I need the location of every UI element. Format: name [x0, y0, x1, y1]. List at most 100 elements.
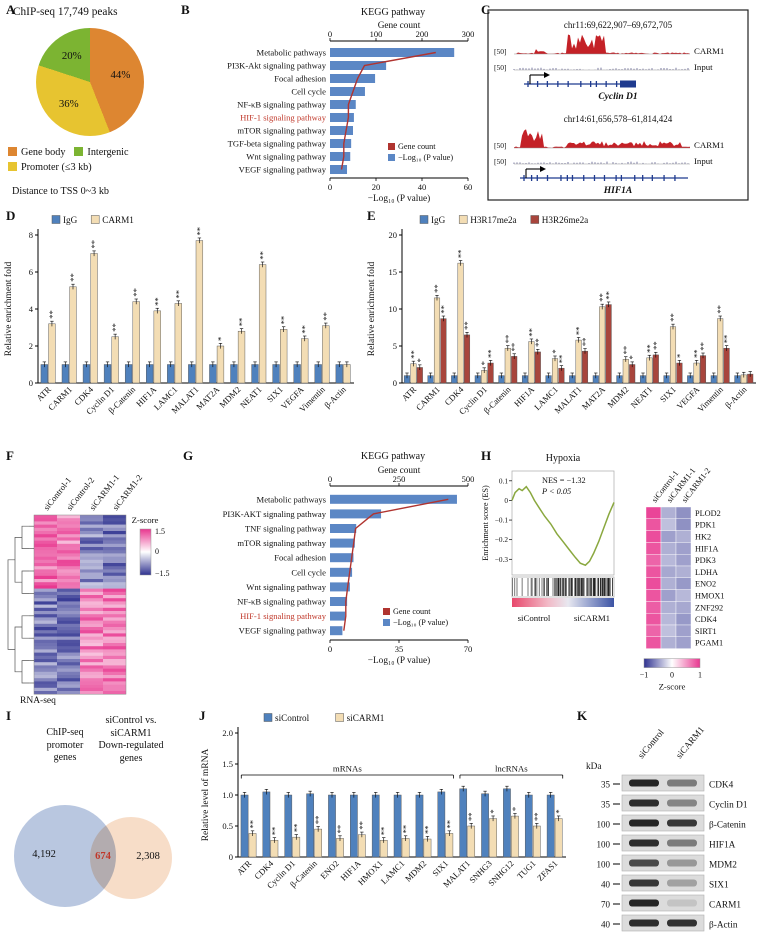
svg-text:Cell cycle: Cell cycle	[291, 87, 326, 97]
svg-text:siCARM1: siCARM1	[574, 613, 610, 623]
svg-text:KEGG pathway: KEGG pathway	[361, 451, 425, 462]
venn-overlap-count: 674	[95, 851, 111, 862]
svg-text:−Log₁₀ (P value): −Log₁₀ (P value)	[393, 618, 448, 627]
svg-text:ENO2: ENO2	[318, 858, 341, 881]
svg-text:1.0: 1.0	[222, 790, 233, 800]
venn-right-circle	[90, 817, 172, 899]
svg-text:PGAM1: PGAM1	[695, 639, 723, 648]
svg-text:CARM1: CARM1	[694, 46, 724, 56]
legend-swatch	[8, 147, 17, 156]
tss-distance-note: Distance to TSS 0~3 kb	[12, 186, 110, 197]
svg-text:Wnt signaling pathway: Wnt signaling pathway	[246, 152, 326, 162]
svg-text:*: *	[674, 354, 684, 358]
svg-text:**: **	[408, 350, 418, 359]
svg-text:6: 6	[29, 267, 33, 277]
svg-text:VEGF signaling pathway: VEGF signaling pathway	[239, 626, 327, 636]
svg-text:**: **	[698, 342, 708, 351]
svg-text:HK2: HK2	[695, 533, 711, 542]
svg-text:IgG: IgG	[431, 215, 446, 225]
svg-text:[50]: [50]	[494, 63, 507, 72]
svg-text:*: *	[627, 355, 637, 359]
svg-text:Wnt signaling pathway: Wnt signaling pathway	[246, 582, 326, 592]
panel-g-kegg-bar-chart: KEGG pathway Gene count 0 250 500 Metabolic p…	[223, 451, 475, 666]
svg-text:**: **	[604, 291, 614, 300]
svg-text:ATR: ATR	[400, 384, 419, 403]
svg-text:**: **	[68, 273, 78, 282]
svg-text:HMOX1: HMOX1	[695, 592, 725, 601]
svg-text:NF-κB signaling pathway: NF-κB signaling pathway	[237, 597, 327, 607]
svg-text:0: 0	[155, 547, 159, 556]
svg-text:*: *	[415, 358, 425, 362]
svg-text:4: 4	[29, 304, 34, 314]
svg-text:35: 35	[601, 780, 611, 790]
svg-text:**: **	[503, 335, 513, 344]
svg-text:LDHA: LDHA	[695, 568, 718, 577]
svg-text:Hypoxia: Hypoxia	[546, 453, 581, 464]
svg-text:SIRT1: SIRT1	[695, 627, 717, 636]
svg-text:**: **	[335, 825, 345, 834]
pie-legend-item: Intergenic	[74, 147, 129, 158]
pie-slice-label: 20%	[61, 49, 82, 62]
svg-text:LAMC1: LAMC1	[379, 858, 407, 886]
panel-h-gsea-heatmap: Hypoxia Enrichment score (ES) 0.1 0 −0.1 −0.2…	[481, 453, 725, 692]
svg-text:**: **	[248, 820, 258, 829]
svg-text:**: **	[556, 355, 566, 364]
pie-slice-label: 44%	[110, 69, 131, 82]
pie-legend-item: Gene body	[8, 147, 65, 158]
svg-text:**: **	[580, 338, 590, 347]
svg-text:**: **	[313, 816, 323, 825]
panel-e-label: E	[367, 208, 376, 223]
svg-text:−0.2: −0.2	[495, 535, 509, 544]
svg-text:β-Actin: β-Actin	[709, 921, 738, 931]
pie-legend: Gene body Intergenic Promoter (≤3 kb)	[8, 147, 138, 177]
svg-text:**: **	[621, 346, 631, 355]
svg-text:0: 0	[328, 474, 332, 484]
svg-text:NEAT1: NEAT1	[238, 384, 264, 410]
svg-text:CARM1: CARM1	[46, 384, 74, 412]
svg-text:100: 100	[597, 820, 611, 830]
svg-text:5: 5	[393, 341, 397, 351]
svg-text:H3R26me2a: H3R26me2a	[542, 215, 588, 225]
svg-text:Gene count: Gene count	[398, 142, 436, 151]
svg-text:*: *	[479, 361, 489, 365]
pie-title: ChIP-seq 17,749 peaks	[13, 6, 118, 18]
svg-text:PDK1: PDK1	[695, 521, 716, 530]
svg-text:Relative enrichment fold: Relative enrichment fold	[3, 262, 14, 357]
svg-text:**: **	[89, 240, 99, 249]
svg-text:0: 0	[328, 29, 332, 39]
svg-text:**: **	[131, 288, 141, 297]
svg-text:[50]: [50]	[494, 157, 507, 166]
svg-text:CDK4: CDK4	[709, 781, 734, 791]
svg-text:**: **	[692, 350, 702, 359]
svg-text:100: 100	[370, 29, 383, 39]
svg-text:**: **	[291, 824, 301, 833]
venn-left-label: genes	[53, 752, 77, 763]
svg-text:**: **	[597, 293, 607, 302]
svg-text:PI3K-AKT signaling pathway: PI3K-AKT signaling pathway	[223, 509, 327, 519]
svg-text:*: *	[488, 809, 498, 813]
svg-text:**: **	[715, 305, 725, 314]
venn-right-count: 2,308	[136, 851, 160, 862]
svg-text:CDK4: CDK4	[695, 615, 718, 624]
svg-text:0: 0	[393, 378, 397, 388]
svg-text:35: 35	[395, 644, 404, 654]
svg-text:CARM1: CARM1	[414, 384, 442, 412]
svg-text:siCARM1: siCARM1	[675, 725, 707, 761]
svg-text:[50]: [50]	[494, 47, 507, 56]
svg-text:35: 35	[601, 800, 611, 810]
svg-text:chr14:61,656,578–61,814,424: chr14:61,656,578–61,814,424	[564, 114, 673, 124]
svg-text:ATR: ATR	[235, 858, 254, 877]
svg-text:HIF1A: HIF1A	[695, 544, 719, 553]
svg-text:RNA-seq: RNA-seq	[20, 696, 56, 706]
svg-text:Vimentin: Vimentin	[695, 384, 725, 414]
svg-text:0: 0	[29, 378, 33, 388]
pie-slice-label: 36%	[58, 97, 79, 110]
svg-text:2: 2	[29, 341, 33, 351]
svg-text:**: **	[668, 313, 678, 322]
svg-text:40: 40	[418, 182, 427, 192]
svg-text:mTOR signaling pathway: mTOR signaling pathway	[237, 538, 326, 548]
svg-text:**: **	[422, 826, 432, 835]
svg-text:Cell cycle: Cell cycle	[291, 567, 326, 577]
svg-text:*: *	[554, 809, 564, 813]
